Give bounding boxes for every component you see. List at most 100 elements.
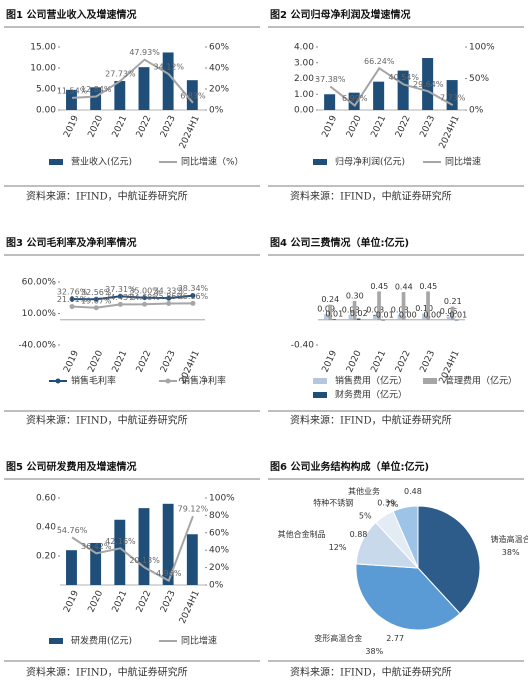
line-point — [142, 301, 148, 307]
slice-label: 其他合金制品 — [278, 529, 326, 539]
line-series — [72, 294, 194, 301]
x-tick-label: 2021 — [111, 114, 130, 139]
x-tick-label: 2023 — [159, 349, 178, 374]
slice-label: 特种不锈钢 — [313, 497, 353, 507]
legend-label: 财务费用（亿元） — [335, 389, 407, 401]
y-tick-label: 4.00 — [294, 43, 314, 53]
data-label: 7.73% — [440, 94, 466, 103]
slice-label: 变形高温合金 — [314, 633, 362, 643]
legend-label: 销售毛利率 — [71, 375, 116, 387]
bar — [90, 542, 102, 585]
legend-label: 同比增速 — [445, 156, 481, 168]
line-series — [329, 66, 454, 108]
bar — [352, 300, 357, 320]
y-tick-label: 0.60 — [36, 494, 56, 504]
line-series — [72, 58, 194, 104]
bar — [162, 503, 174, 585]
legend-label: 同比增速（%） — [181, 156, 244, 168]
data-label: 11.54% — [57, 86, 88, 95]
source-note: 资料来源：IFIND，中航证券研究所 — [290, 414, 452, 427]
line-point — [69, 296, 75, 302]
data-label: 42.16% — [105, 537, 136, 546]
data-label: 21.01% — [57, 295, 88, 304]
x-tick-label: 2020 — [86, 589, 105, 614]
x-tick-label: 2020 — [345, 349, 364, 374]
bar — [397, 314, 402, 320]
y-tick-label: 0.20 — [36, 552, 56, 562]
data-label: 38.34% — [178, 284, 209, 293]
bar — [422, 313, 426, 320]
data-label: 0.08 — [366, 305, 384, 314]
y-tick-label: 3.00 — [294, 58, 314, 68]
legend-label: 研发费用(亿元) — [71, 635, 132, 647]
y2-tick-label: 50% — [469, 74, 489, 84]
x-tick-label: 2022 — [135, 349, 154, 374]
x-tick-label: 2019 — [62, 114, 81, 139]
data-label: 37.31% — [105, 285, 136, 294]
y2-tick-label: 40% — [209, 64, 229, 74]
data-label: 26.16% — [178, 292, 209, 301]
data-label: 0.01 — [325, 310, 343, 319]
bar — [324, 314, 328, 320]
line-series — [71, 515, 194, 583]
panel-title: 图4 公司三费情况（单位:亿元) — [270, 236, 409, 249]
bar — [66, 89, 77, 110]
data-label: 79.12% — [178, 505, 209, 514]
legend-label: 管理费用（亿元） — [445, 375, 517, 387]
line-point — [190, 300, 196, 306]
data-label: 0.00 — [423, 310, 441, 319]
y-tick-label: 10.00 — [30, 64, 56, 74]
data-label: 0.08 — [342, 305, 360, 314]
line-point — [69, 304, 75, 310]
x-tick-label: 2021 — [111, 349, 130, 374]
data-label: 4.96% — [156, 569, 182, 578]
slice-share: 38% — [502, 548, 520, 557]
data-label: 0.45 — [419, 282, 437, 291]
data-label: 34.12% — [153, 63, 184, 72]
y2-tick-label: 20% — [209, 563, 229, 573]
legend-label: 同比增速 — [181, 635, 217, 647]
bar — [381, 319, 385, 321]
data-label: 6.83% — [180, 91, 206, 100]
x-tick-label: 2019 — [320, 114, 339, 139]
slice-value: 0.88 — [350, 530, 368, 539]
bar — [446, 80, 458, 110]
data-label: 0.30 — [346, 291, 364, 300]
bar — [138, 508, 150, 585]
line-series — [72, 302, 193, 309]
x-tick-label: 2019 — [320, 349, 339, 374]
x-tick-label: 2022 — [135, 114, 154, 139]
bar — [66, 550, 77, 585]
x-tick-label: 2023 — [159, 589, 178, 614]
data-label: 0.08 — [391, 305, 409, 314]
legend-label: 销售净利率 — [181, 375, 226, 387]
line-point — [190, 293, 196, 299]
y-tick-label: 1.00 — [294, 90, 314, 100]
x-tick-label: 2019 — [62, 349, 81, 374]
bar — [446, 316, 451, 320]
bar — [450, 306, 455, 320]
data-label: 34.33% — [153, 287, 184, 296]
bar — [186, 80, 198, 110]
line-point — [142, 295, 148, 301]
data-label: 32.56% — [81, 288, 112, 297]
bar — [90, 87, 102, 110]
source-note: 资料来源：IFIND，中航证券研究所 — [26, 666, 188, 679]
x-tick-label: 2022 — [394, 349, 413, 374]
legend-swatch — [165, 378, 171, 384]
data-label: -0.01 — [373, 310, 394, 319]
slice-share: 5% — [359, 511, 372, 520]
data-label: 0.24 — [321, 295, 339, 304]
x-tick-label: 2022 — [394, 114, 413, 139]
data-label: 0.05 — [440, 307, 458, 316]
x-tick-label: 2020 — [86, 114, 105, 139]
slice-value: 0.39 — [377, 498, 395, 507]
x-tick-label: 2021 — [369, 349, 388, 374]
data-label: 0.44 — [395, 283, 413, 292]
bar — [348, 314, 353, 320]
slice-value: 0.48 — [404, 487, 422, 496]
data-label: -0.01 — [446, 310, 467, 319]
bar — [401, 292, 406, 320]
x-tick-label: 2024H1 — [178, 589, 202, 625]
